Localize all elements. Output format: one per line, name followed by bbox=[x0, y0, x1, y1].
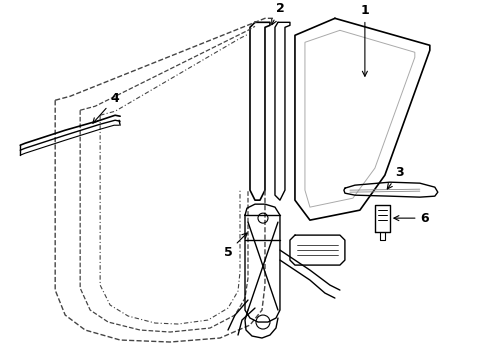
Text: 5: 5 bbox=[223, 233, 246, 258]
Text: 3: 3 bbox=[386, 166, 404, 189]
Text: 6: 6 bbox=[393, 212, 428, 225]
Text: 1: 1 bbox=[360, 4, 368, 76]
Text: 2: 2 bbox=[271, 2, 284, 25]
Text: 4: 4 bbox=[93, 92, 119, 123]
